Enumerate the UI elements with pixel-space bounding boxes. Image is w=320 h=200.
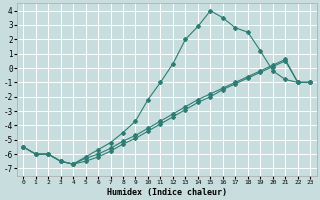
X-axis label: Humidex (Indice chaleur): Humidex (Indice chaleur) [107,188,227,197]
